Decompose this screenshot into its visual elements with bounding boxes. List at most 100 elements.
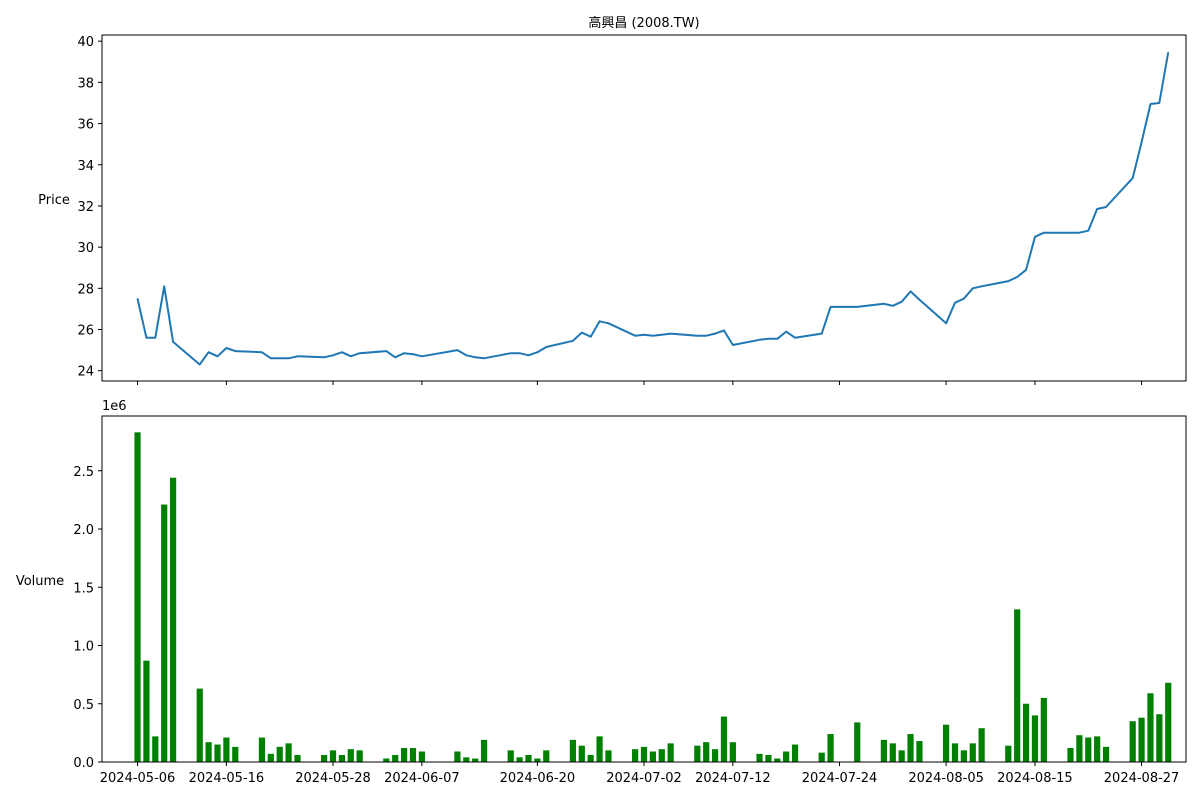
price-point bbox=[918, 299, 921, 301]
price-point bbox=[403, 352, 405, 354]
price-y-tick-label: 40 bbox=[77, 35, 94, 50]
price-point bbox=[572, 340, 574, 342]
volume-bar bbox=[1102, 746, 1110, 762]
price-point bbox=[972, 287, 974, 289]
price-point bbox=[1132, 177, 1134, 179]
volume-bar bbox=[889, 743, 896, 762]
volume-bar bbox=[818, 752, 825, 762]
volume-bar bbox=[951, 743, 959, 762]
volume-bar bbox=[667, 743, 674, 762]
price-line bbox=[136, 52, 1170, 366]
price-points bbox=[136, 51, 1169, 366]
price-point bbox=[208, 351, 210, 353]
price-point bbox=[714, 333, 716, 335]
volume-x-tick-label: 2024-08-15 bbox=[997, 771, 1073, 786]
volume-bar bbox=[880, 739, 888, 762]
volume-x-tick-label: 2024-05-28 bbox=[295, 771, 371, 786]
price-point bbox=[1167, 51, 1169, 54]
price-x-ticks bbox=[137, 381, 1143, 385]
volume-bar bbox=[321, 755, 328, 762]
volume-bar bbox=[356, 750, 363, 762]
volume-bar bbox=[783, 751, 790, 762]
price-point bbox=[350, 355, 352, 357]
volume-bar bbox=[720, 716, 728, 762]
price-y-tick-label: 34 bbox=[77, 159, 94, 174]
volume-bar bbox=[1022, 703, 1030, 762]
volume-bar bbox=[214, 744, 221, 762]
price-point bbox=[536, 351, 538, 353]
volume-x-ticks: 2024-05-06 2024-05-16 2024-05-28 2024-06-07… bbox=[100, 762, 1179, 786]
price-point bbox=[341, 351, 343, 353]
price-point bbox=[963, 298, 965, 300]
price-y-tick-label: 24 bbox=[77, 365, 94, 380]
volume-bar bbox=[285, 743, 292, 762]
price-point bbox=[154, 337, 156, 339]
volume-bar bbox=[258, 737, 266, 762]
price-point bbox=[1069, 232, 1072, 234]
volume-bar bbox=[516, 757, 523, 762]
volume-bar bbox=[711, 749, 719, 762]
price-y-tick-label: 38 bbox=[77, 76, 94, 91]
volume-bar bbox=[1156, 714, 1163, 762]
volume-x-tick-label: 2024-06-07 bbox=[384, 771, 460, 786]
volume-x-tick-label: 2024-05-06 bbox=[100, 771, 176, 786]
price-point bbox=[705, 335, 707, 337]
volume-bar bbox=[223, 737, 230, 762]
price-point bbox=[909, 290, 912, 293]
volume-bar bbox=[898, 750, 905, 762]
price-point bbox=[385, 350, 387, 352]
volume-bar bbox=[152, 736, 159, 762]
volume-bar bbox=[418, 751, 425, 762]
price-point bbox=[776, 338, 778, 340]
volume-bar bbox=[1040, 697, 1047, 762]
price-point bbox=[545, 346, 547, 348]
price-point bbox=[270, 357, 272, 359]
volume-bar bbox=[854, 722, 861, 762]
volume-y-ticks: 0.0 0.5 1.0 1.5 2.0 2.5 bbox=[73, 465, 102, 771]
volume-x-tick-label: 2024-07-12 bbox=[695, 771, 771, 786]
price-point bbox=[519, 352, 521, 354]
volume-bar bbox=[694, 745, 701, 762]
volume-bar bbox=[1005, 745, 1012, 762]
volume-bar bbox=[978, 728, 985, 762]
volume-bar bbox=[454, 751, 461, 762]
volume-y-tick-label: 1.0 bbox=[73, 640, 94, 655]
price-point bbox=[1016, 276, 1018, 278]
price-y-tick-label: 32 bbox=[77, 200, 94, 215]
price-point bbox=[590, 336, 592, 338]
price-point bbox=[883, 303, 885, 305]
price-point bbox=[527, 354, 530, 356]
price-point bbox=[607, 322, 610, 324]
volume-bar bbox=[756, 753, 763, 762]
price-point bbox=[821, 333, 823, 335]
volume-bar bbox=[480, 739, 488, 762]
price-point bbox=[261, 351, 263, 353]
price-chart: 24 26 28 30 32 34 36 38 40 Price bbox=[38, 34, 1187, 385]
price-point bbox=[225, 347, 227, 349]
volume-bar bbox=[383, 758, 390, 762]
volume-bar bbox=[1138, 717, 1145, 762]
price-point bbox=[296, 355, 299, 357]
price-point bbox=[901, 301, 903, 303]
price-y-tick-label: 26 bbox=[77, 324, 94, 339]
price-point bbox=[163, 285, 165, 287]
price-point bbox=[892, 305, 894, 307]
volume-x-tick-label: 2024-06-20 bbox=[500, 771, 576, 786]
volume-bar bbox=[960, 750, 967, 762]
volume-bar bbox=[169, 477, 177, 762]
price-point bbox=[216, 355, 219, 357]
volume-bar bbox=[569, 739, 577, 762]
volume-y-axis-label: Volume bbox=[16, 574, 64, 589]
price-point bbox=[758, 339, 761, 341]
volume-bar bbox=[543, 750, 550, 762]
price-point bbox=[465, 354, 467, 356]
price-point bbox=[234, 350, 236, 352]
price-point bbox=[421, 355, 423, 357]
volume-bar bbox=[916, 741, 923, 762]
volume-bar bbox=[294, 755, 301, 762]
volume-bar bbox=[1094, 736, 1101, 762]
volume-y-tick-label: 0.0 bbox=[73, 756, 94, 771]
price-point bbox=[581, 332, 583, 334]
volume-chart: 0.00.51.01.52.02.5 2024-05-06 2024-05-16 2… bbox=[16, 399, 1187, 786]
